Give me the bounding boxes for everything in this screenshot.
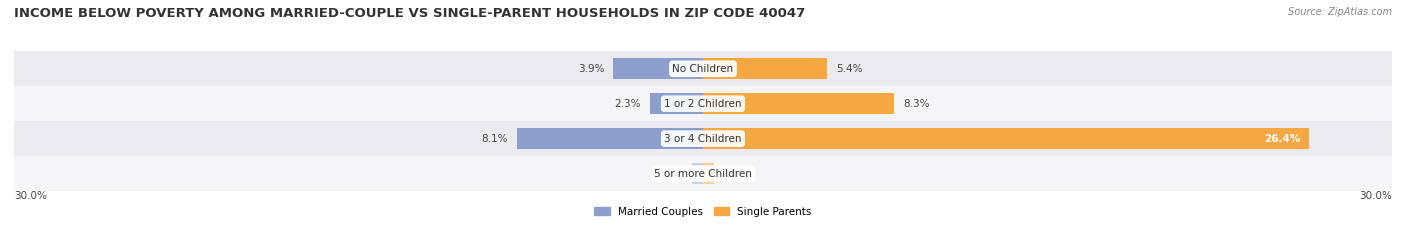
Text: 0.0%: 0.0% xyxy=(657,169,682,178)
Text: 30.0%: 30.0% xyxy=(1360,191,1392,201)
Bar xyxy=(692,163,703,184)
Legend: Married Couples, Single Parents: Married Couples, Single Parents xyxy=(595,207,811,217)
Text: 30.0%: 30.0% xyxy=(14,191,46,201)
Text: 2.3%: 2.3% xyxy=(614,99,641,109)
Bar xyxy=(703,58,827,79)
Text: 1 or 2 Children: 1 or 2 Children xyxy=(664,99,742,109)
Text: 8.3%: 8.3% xyxy=(903,99,929,109)
Text: 3.9%: 3.9% xyxy=(578,64,605,74)
Text: 5 or more Children: 5 or more Children xyxy=(654,169,752,178)
Bar xyxy=(14,51,1392,86)
Text: Source: ZipAtlas.com: Source: ZipAtlas.com xyxy=(1288,7,1392,17)
Bar xyxy=(14,156,1392,191)
Text: 0.0%: 0.0% xyxy=(724,169,749,178)
Bar xyxy=(14,86,1392,121)
Bar xyxy=(703,163,714,184)
Bar xyxy=(517,128,703,149)
Bar xyxy=(650,93,703,114)
Bar xyxy=(703,128,1309,149)
Bar xyxy=(703,93,894,114)
Bar xyxy=(613,58,703,79)
Text: No Children: No Children xyxy=(672,64,734,74)
Text: 5.4%: 5.4% xyxy=(837,64,863,74)
Bar xyxy=(14,121,1392,156)
Text: INCOME BELOW POVERTY AMONG MARRIED-COUPLE VS SINGLE-PARENT HOUSEHOLDS IN ZIP COD: INCOME BELOW POVERTY AMONG MARRIED-COUPL… xyxy=(14,7,806,20)
Text: 26.4%: 26.4% xyxy=(1264,134,1301,144)
Text: 8.1%: 8.1% xyxy=(481,134,508,144)
Text: 3 or 4 Children: 3 or 4 Children xyxy=(664,134,742,144)
